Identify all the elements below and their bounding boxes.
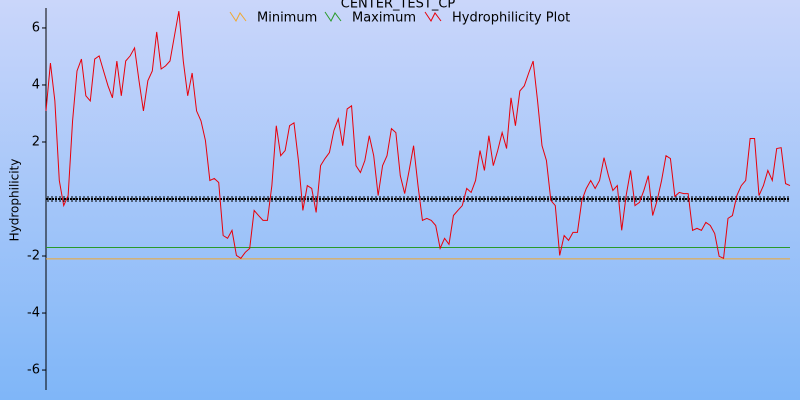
- legend-label: Minimum: [257, 11, 317, 26]
- y-tick-label: -4: [27, 306, 40, 321]
- y-tick-label: 4: [32, 77, 40, 92]
- y-tick-label: 6: [32, 20, 40, 35]
- legend-icon: [424, 11, 442, 22]
- y-axis-label: Hydrophilicity: [8, 159, 22, 242]
- legend-icon: [324, 11, 342, 22]
- y-tick-label: 2: [32, 134, 40, 149]
- legend-icon: [229, 11, 247, 22]
- data-line: [45, 11, 791, 260]
- y-tick-label: -2: [27, 249, 40, 264]
- chart-title: CENTER_TEST_CP: [341, 0, 456, 12]
- legend-label: Hydrophilicity Plot: [452, 11, 570, 26]
- legend-label: Maximum: [352, 11, 416, 26]
- y-tick-label: -6: [27, 363, 40, 378]
